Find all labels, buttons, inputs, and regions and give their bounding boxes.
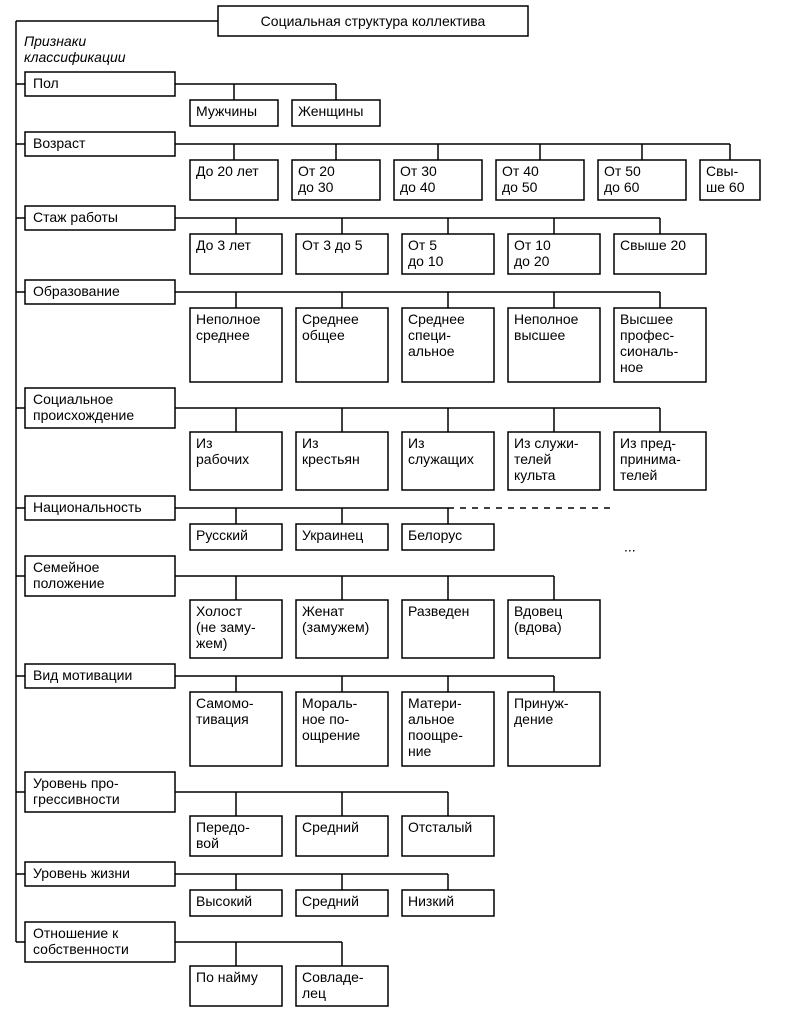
svg-text:Уровень жизни: Уровень жизни bbox=[33, 865, 130, 881]
svg-text:Средний: Средний bbox=[302, 819, 359, 835]
svg-text:Вдовец(вдова): Вдовец(вдова) bbox=[514, 603, 562, 635]
svg-text:Признакиклассификации: Признакиклассификации bbox=[24, 33, 126, 65]
svg-text:Русский: Русский bbox=[196, 527, 248, 543]
svg-text:Вид мотивации: Вид мотивации bbox=[33, 667, 132, 683]
svg-text:Мужчины: Мужчины bbox=[196, 103, 257, 119]
svg-text:От 3 до 5: От 3 до 5 bbox=[302, 237, 363, 253]
svg-text:От 50до 60: От 50до 60 bbox=[604, 163, 641, 195]
diagram-canvas: Социальная структура коллектива Признакик… bbox=[0, 0, 812, 1025]
svg-text:От 40до 50: От 40до 50 bbox=[502, 163, 539, 195]
svg-text:Семейноеположение: Семейноеположение bbox=[33, 559, 105, 591]
svg-text:Разведен: Разведен bbox=[408, 603, 469, 619]
svg-text:Стаж работы: Стаж работы bbox=[33, 209, 118, 225]
svg-text:Средний: Средний bbox=[302, 893, 359, 909]
svg-text:Белорус: Белорус bbox=[408, 527, 462, 543]
svg-text:Свыше 20: Свыше 20 bbox=[620, 237, 686, 253]
svg-text:Возраст: Возраст bbox=[33, 135, 86, 151]
svg-text:До 3 лет: До 3 лет bbox=[196, 237, 251, 253]
svg-text:Низкий: Низкий bbox=[408, 893, 454, 909]
svg-text:По найму: По найму bbox=[196, 969, 258, 985]
svg-text:Самомо-тивация: Самомо-тивация bbox=[196, 695, 254, 727]
svg-text:...: ... bbox=[624, 538, 636, 554]
svg-text:Национальность: Национальность bbox=[33, 499, 142, 515]
svg-text:Отсталый: Отсталый bbox=[408, 819, 472, 835]
svg-text:Высокий: Высокий bbox=[196, 893, 252, 909]
svg-text:Женщины: Женщины bbox=[298, 103, 363, 119]
svg-text:От 20до 30: От 20до 30 bbox=[298, 163, 335, 195]
svg-text:Образование: Образование bbox=[33, 283, 120, 299]
svg-text:Уровень про-грессивности: Уровень про-грессивности bbox=[33, 775, 120, 807]
svg-text:Отношение ксобственности: Отношение ксобственности bbox=[33, 925, 129, 957]
svg-text:Пол: Пол bbox=[33, 75, 59, 91]
svg-text:От 10до 20: От 10до 20 bbox=[514, 237, 551, 269]
svg-text:Украинец: Украинец bbox=[302, 527, 363, 543]
svg-text:До 20 лет: До 20 лет bbox=[196, 163, 259, 179]
svg-text:От 30до 40: От 30до 40 bbox=[400, 163, 437, 195]
svg-text:Социальная структура коллектив: Социальная структура коллектива bbox=[261, 13, 486, 29]
